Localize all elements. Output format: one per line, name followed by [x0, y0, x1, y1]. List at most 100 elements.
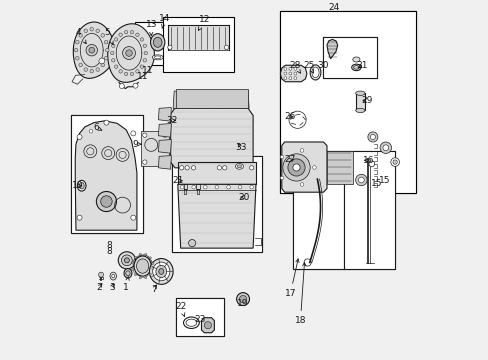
Circle shape: [130, 31, 133, 34]
Circle shape: [131, 262, 133, 264]
Polygon shape: [201, 318, 214, 333]
Circle shape: [238, 185, 242, 189]
Text: 23: 23: [194, 315, 205, 324]
Circle shape: [124, 258, 129, 263]
Bar: [293, 150, 344, 269]
Ellipse shape: [159, 269, 163, 274]
Circle shape: [379, 142, 391, 153]
Polygon shape: [178, 184, 255, 248]
Text: 8: 8: [106, 242, 112, 251]
Ellipse shape: [235, 163, 243, 169]
Text: 1: 1: [123, 277, 129, 292]
Circle shape: [135, 33, 139, 36]
Text: 21: 21: [172, 176, 184, 185]
Text: 33: 33: [235, 143, 246, 152]
Circle shape: [300, 183, 303, 186]
Circle shape: [84, 29, 87, 33]
Circle shape: [75, 40, 79, 44]
Circle shape: [284, 72, 286, 75]
Circle shape: [119, 33, 122, 36]
Circle shape: [119, 70, 122, 73]
Text: 15: 15: [378, 176, 390, 185]
Circle shape: [300, 149, 303, 152]
Ellipse shape: [353, 66, 359, 69]
Text: 11: 11: [142, 66, 153, 75]
Circle shape: [188, 239, 195, 247]
Circle shape: [149, 273, 151, 275]
Circle shape: [125, 50, 132, 56]
Circle shape: [134, 274, 136, 276]
Circle shape: [167, 45, 172, 49]
Circle shape: [284, 77, 286, 80]
Circle shape: [118, 252, 135, 269]
Bar: [344, 150, 394, 269]
Circle shape: [79, 33, 82, 37]
Circle shape: [293, 72, 296, 75]
Text: 26: 26: [284, 112, 295, 121]
Ellipse shape: [156, 265, 166, 278]
Circle shape: [124, 72, 127, 76]
Circle shape: [131, 215, 136, 220]
Circle shape: [392, 160, 396, 164]
Circle shape: [217, 166, 221, 170]
Circle shape: [134, 256, 136, 258]
Circle shape: [224, 45, 228, 49]
Ellipse shape: [134, 256, 151, 276]
Circle shape: [367, 132, 377, 142]
Ellipse shape: [125, 271, 130, 276]
Bar: [293, 150, 344, 269]
Bar: [178, 162, 255, 184]
Text: 10: 10: [72, 181, 83, 190]
Circle shape: [111, 44, 115, 48]
Circle shape: [75, 57, 79, 60]
Circle shape: [143, 44, 146, 48]
Text: 30: 30: [316, 61, 328, 70]
Circle shape: [280, 176, 283, 180]
Text: 9: 9: [132, 140, 141, 149]
Circle shape: [142, 160, 147, 164]
Ellipse shape: [352, 57, 359, 62]
Circle shape: [139, 253, 141, 255]
Circle shape: [101, 33, 104, 37]
Bar: [344, 150, 394, 269]
Text: 24: 24: [328, 3, 339, 12]
Polygon shape: [326, 40, 337, 59]
Ellipse shape: [136, 259, 148, 273]
Circle shape: [222, 166, 226, 170]
Circle shape: [382, 145, 388, 150]
Circle shape: [101, 196, 112, 207]
Polygon shape: [281, 142, 326, 192]
Circle shape: [90, 27, 93, 31]
Circle shape: [151, 267, 154, 270]
Text: 14: 14: [159, 14, 170, 28]
Bar: [323, 37, 376, 78]
Circle shape: [239, 296, 246, 303]
Circle shape: [191, 166, 195, 170]
Bar: [167, 25, 228, 50]
Circle shape: [135, 70, 139, 73]
Circle shape: [355, 174, 366, 186]
Circle shape: [139, 277, 141, 279]
Text: 22: 22: [175, 302, 186, 316]
Circle shape: [142, 133, 147, 137]
Bar: [172, 156, 262, 252]
Ellipse shape: [110, 272, 116, 280]
Text: 6: 6: [93, 123, 102, 132]
Circle shape: [143, 59, 146, 62]
Ellipse shape: [237, 165, 241, 168]
Circle shape: [288, 67, 291, 70]
Polygon shape: [158, 108, 171, 121]
Circle shape: [180, 185, 183, 189]
Circle shape: [114, 38, 118, 41]
Bar: [71, 115, 143, 233]
Text: 29: 29: [361, 96, 372, 105]
Text: 13: 13: [145, 19, 157, 36]
Circle shape: [284, 67, 286, 70]
Text: 16: 16: [362, 156, 373, 165]
Bar: [176, 298, 224, 336]
Circle shape: [280, 155, 283, 159]
Circle shape: [282, 154, 309, 181]
Ellipse shape: [355, 91, 364, 95]
Circle shape: [99, 58, 104, 64]
Circle shape: [99, 272, 103, 277]
